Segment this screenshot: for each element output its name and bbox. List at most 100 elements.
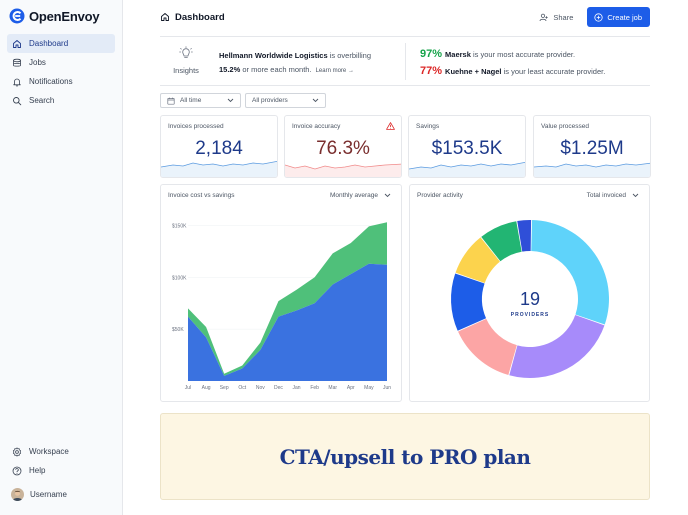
dropdown-label: Total invoiced: [586, 192, 626, 199]
home-icon: [13, 39, 21, 48]
share-label: Share: [553, 12, 574, 22]
sidebar-item-label: Jobs: [29, 58, 46, 67]
x-tick-label: Sep: [220, 385, 229, 391]
provider-filter-select[interactable]: All providers: [245, 93, 326, 108]
insights-badge: Insights: [170, 46, 202, 75]
calendar-icon: [167, 97, 175, 105]
sidebar-item-label: Help: [29, 466, 46, 475]
worst-provider-insight: 77% Kuehne + Nagel is your least accurate…: [420, 63, 605, 80]
user-menu[interactable]: Username: [7, 484, 115, 504]
x-tick-label: Jan: [293, 385, 301, 391]
help-icon: [12, 466, 22, 475]
x-tick-label: Apr: [347, 385, 355, 391]
provider-count-label: PROVIDERS: [511, 312, 549, 318]
sidebar-item-label: Notifications: [29, 77, 73, 86]
total-invoiced-dropdown[interactable]: Total invoiced: [587, 192, 639, 199]
create-job-label: Create job: [607, 12, 642, 22]
donut-slice[interactable]: [481, 221, 522, 262]
x-tick-label: Feb: [310, 385, 319, 391]
header-actions: Share Create job: [539, 7, 650, 27]
sidebar-item-workspace[interactable]: Workspace: [7, 442, 115, 461]
sidebar-item-label: Dashboard: [29, 39, 69, 48]
plus-circle-icon: [594, 12, 603, 22]
best-provider: Maersk: [445, 50, 471, 59]
time-filter-value: All time: [180, 97, 202, 104]
share-button[interactable]: Share: [539, 13, 573, 22]
kpi-value-processed[interactable]: Value processed $1.25M: [533, 115, 651, 178]
learn-more-label: Learn more: [315, 68, 347, 74]
learn-more-link[interactable]: Learn more →: [316, 68, 354, 74]
kpi-savings[interactable]: Savings $153.5K: [408, 115, 526, 178]
donut-slice[interactable]: [455, 237, 500, 283]
panel-title: Provider activity: [417, 192, 463, 199]
provider-count: 19: [520, 289, 540, 309]
sidebar-item-jobs[interactable]: Jobs: [7, 53, 115, 72]
kpi-invoice-accuracy[interactable]: Invoice accuracy 76.3%: [284, 115, 402, 178]
sidebar-item-help[interactable]: Help: [7, 461, 115, 480]
monthly-average-dropdown[interactable]: Monthly average: [330, 192, 391, 199]
users-icon: [539, 13, 549, 21]
chevron-down-icon: [632, 193, 639, 198]
best-provider-insight: 97% Maersk is your most accurate provider…: [420, 46, 605, 63]
pro-upsell-banner[interactable]: CTA/upsell to PRO plan: [160, 413, 650, 500]
kpi-value: 76.3%: [316, 138, 370, 159]
kpi-value: $153.5K: [431, 138, 503, 159]
bell-icon: [13, 78, 21, 86]
insights-label: Insights: [173, 66, 199, 75]
panel-title: Invoice cost vs savings: [168, 192, 235, 199]
best-text: is your most accurate provider.: [470, 50, 576, 59]
kpi-label: Invoice accuracy: [292, 123, 341, 130]
donut-slice[interactable]: [517, 220, 532, 252]
kpi-label: Invoices processed: [168, 123, 224, 130]
x-tick-label: Jul: [185, 385, 191, 391]
x-tick-label: Jun: [383, 385, 391, 391]
x-tick-label: Dec: [274, 385, 283, 391]
provider-activity-panel: 19 PROVIDERS Provider activity Total invo…: [409, 184, 650, 402]
sidebar-item-notifications[interactable]: Notifications: [7, 72, 115, 91]
cost-savings-chart: $50K $100K $150K Jul Aug Sep Oct Nov Dec Jan Feb Ma…: [172, 222, 391, 391]
donut-slice[interactable]: [451, 273, 487, 331]
sidebar-nav: Dashboard Jobs Notifications Search: [7, 34, 115, 110]
chevron-down-icon: [384, 193, 391, 198]
avatar: [11, 487, 24, 501]
time-filter-select[interactable]: All time: [160, 93, 241, 108]
x-tick-label: Nov: [256, 385, 265, 391]
kpi-sparkline: [285, 163, 401, 177]
page-title: Dashboard: [160, 12, 225, 23]
sidebar-item-dashboard[interactable]: Dashboard: [7, 34, 115, 53]
kpi-value: $1.25M: [560, 138, 624, 159]
donut-slice[interactable]: [531, 220, 609, 325]
best-percent: 97%: [420, 48, 443, 60]
x-tick-label: Mar: [328, 385, 337, 391]
insights-divider: [405, 43, 406, 80]
sidebar-item-label: Search: [29, 96, 55, 105]
insight-text-a: is overbilling: [327, 51, 371, 60]
lightbulb-icon: [179, 46, 193, 58]
gear-icon: [12, 446, 22, 457]
kpi-sparkline: [161, 160, 277, 177]
series-area-cost: [188, 263, 387, 381]
arrow-right-icon: →: [347, 68, 354, 74]
donut-slice[interactable]: [458, 318, 517, 375]
donut-slice[interactable]: [509, 315, 605, 378]
create-job-button[interactable]: Create job: [587, 7, 650, 27]
chevron-down-icon: [312, 98, 319, 103]
kpi-sparkline: [534, 162, 650, 177]
home-icon: [161, 13, 169, 21]
kpi-value: 2,184: [195, 138, 243, 159]
warning-icon: [386, 122, 395, 130]
sidebar: OpenEnvoy Dashboard Jobs Notifications S…: [0, 0, 123, 515]
provider-filter-value: All providers: [252, 97, 288, 104]
user-name: Username: [30, 489, 67, 499]
search-icon: [13, 96, 22, 105]
x-tick-label: May: [364, 385, 374, 391]
insights-bar: Insights Hellmann Worldwide Logistics is…: [160, 36, 650, 86]
kpi-invoices-processed[interactable]: Invoices processed 2,184: [160, 115, 278, 178]
database-icon: [13, 58, 21, 66]
y-tick-label: $100K: [172, 275, 187, 281]
sidebar-item-search[interactable]: Search: [7, 91, 115, 110]
insight-text-b: or more each month.: [240, 65, 312, 74]
x-tick-label: Aug: [202, 385, 211, 391]
app-name: OpenEnvoy: [29, 8, 100, 24]
app-logo[interactable]: OpenEnvoy: [9, 8, 100, 24]
